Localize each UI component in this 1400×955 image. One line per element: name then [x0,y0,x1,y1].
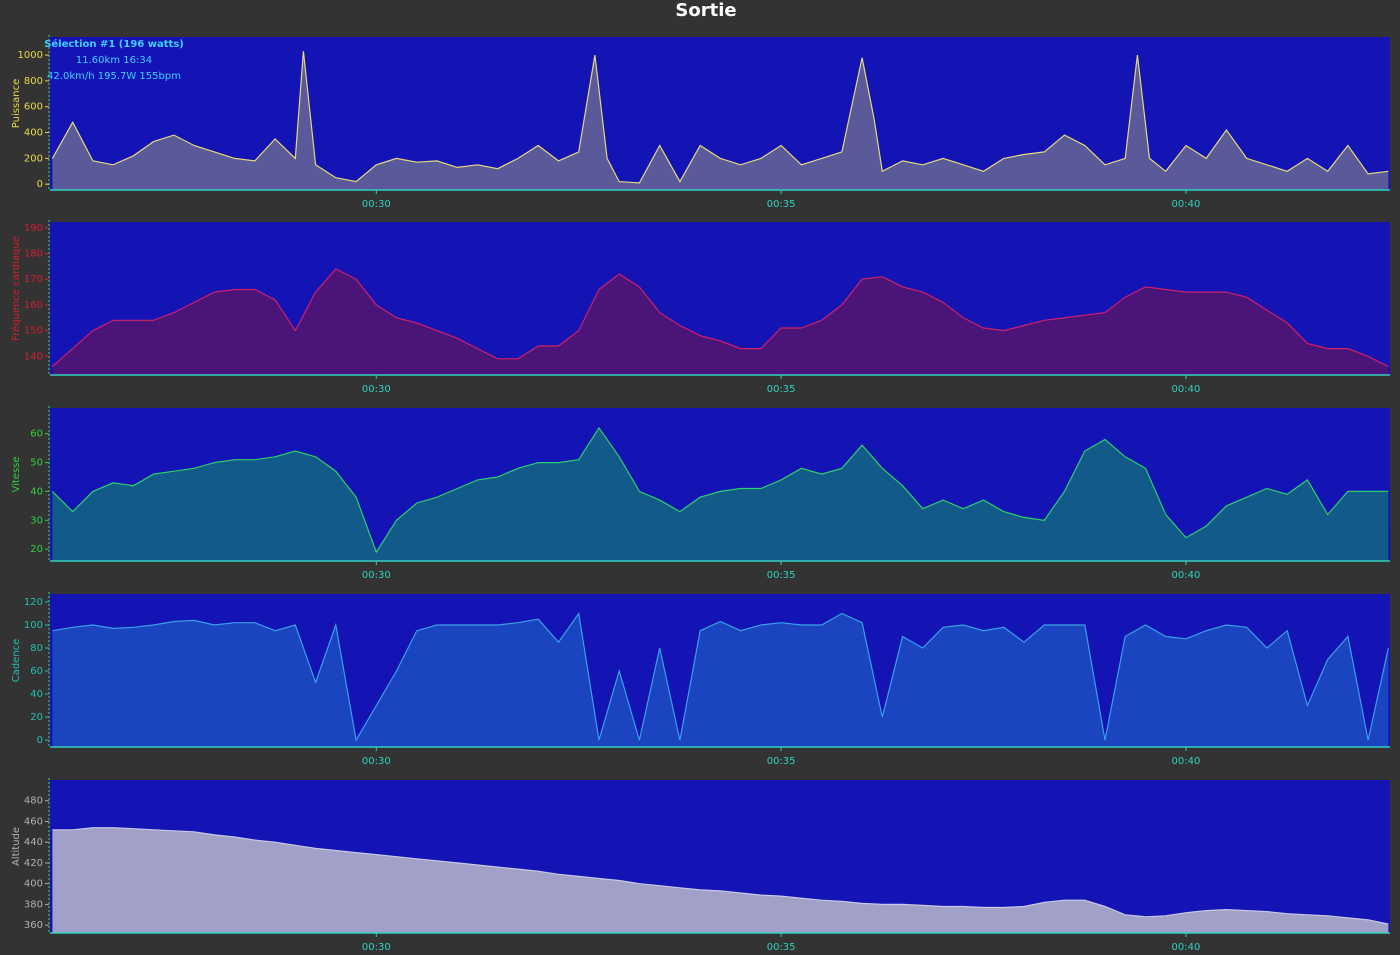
y-tick-label: 190 [24,223,43,234]
y-axis-label: Fréquence cardiaque [10,236,22,341]
y-tick-label: 480 [24,796,43,807]
area-line [51,426,1389,554]
x-tick-label: 00:40 [1172,756,1201,767]
y-tick-label: 20 [30,544,43,555]
y-tick-label: 400 [24,879,43,890]
area-fill [52,51,1389,191]
x-tick-label: 00:35 [767,384,796,395]
x-tick-label: 00:40 [1172,570,1201,581]
y-tick-label: 380 [24,899,43,910]
y-axis-label: Puissance [11,79,22,129]
y-tick-label: 60 [30,666,43,677]
annotation: Sélection #1 (196 watts) [44,38,184,50]
y-tick-label: 100 [24,620,43,631]
y-axis-label: Cadence [11,639,22,683]
area-fill [52,613,1389,747]
y-axis-label: Altitude [11,827,22,866]
y-tick-label: 160 [24,300,43,311]
x-tick-label: 00:40 [1172,199,1201,210]
y-tick-label: 420 [24,858,43,869]
x-tick-label: 00:30 [362,756,391,767]
y-tick-label: 460 [24,816,43,827]
y-tick-label: 150 [24,326,43,337]
y-tick-label: 20 [30,712,43,723]
y-tick-label: 0 [37,179,43,190]
y-tick-label: 40 [30,689,43,700]
y-tick-label: 170 [24,274,43,285]
y-tick-label: 80 [30,643,43,654]
y-tick-label: 120 [24,597,43,608]
y-tick-label: 600 [24,102,43,113]
x-tick-label: 00:30 [362,942,391,953]
y-tick-label: 440 [24,837,43,848]
y-tick-label: 1000 [18,50,43,61]
x-tick-label: 00:30 [362,384,391,395]
y-tick-label: 30 [30,515,43,526]
area-line [51,51,1389,184]
x-tick-label: 00:35 [767,756,796,767]
area-line [52,268,1389,368]
x-tick-label: 00:35 [767,570,796,581]
x-tick-label: 00:35 [767,942,796,953]
annotation: 42.0km/h 195.7W 155bpm [47,71,181,82]
area-fill [52,827,1389,933]
area-fill [52,427,1389,561]
area-fill [52,269,1389,375]
y-tick-label: 200 [24,153,43,164]
y-tick-label: 40 [30,486,43,497]
y-tick-label: 50 [30,458,43,469]
y-tick-label: 0 [37,735,43,746]
annotation: 11.60km 16:34 [76,55,152,66]
x-tick-label: 00:35 [767,199,796,210]
y-tick-label: 360 [24,920,43,931]
x-tick-label: 00:40 [1172,384,1201,395]
y-tick-label: 140 [24,351,43,362]
y-tick-label: 60 [30,429,43,440]
area-line [52,611,1389,742]
y-tick-label: 400 [24,128,43,139]
area-line [52,827,1389,925]
chart-title: Sortie [675,0,736,21]
y-tick-label: 180 [24,249,43,260]
y-tick-label: 800 [24,76,43,87]
y-axis-label: Vitesse [11,456,22,492]
x-tick-label: 00:40 [1172,942,1201,953]
x-tick-label: 00:30 [362,570,391,581]
x-tick-label: 00:30 [362,199,391,210]
